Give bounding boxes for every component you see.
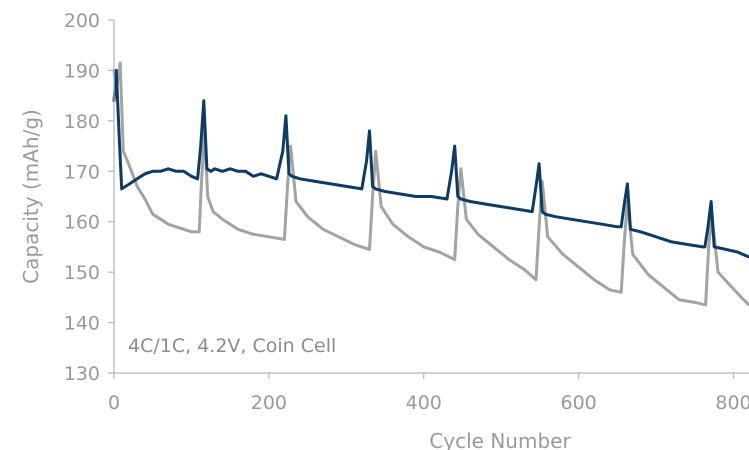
y-axis-title: Capacity (mAh/g) <box>19 109 43 284</box>
x-tick-label: 600 <box>561 392 597 414</box>
series-layer <box>112 61 749 307</box>
y-tick-label: 190 <box>64 60 100 82</box>
x-tick-label: 200 <box>251 392 287 414</box>
y-tick-label: 170 <box>64 161 100 183</box>
y-tick-label: 140 <box>64 313 100 335</box>
x-tick-label: 400 <box>406 392 442 414</box>
y-tick-label: 200 <box>64 10 100 32</box>
series-line-2 <box>112 61 749 307</box>
x-axis-ticks: 0 200 400 600 800 <box>108 373 749 414</box>
x-axis-title: Cycle Number <box>429 429 571 450</box>
chart-annotation: 4C/1C, 4.2V, Coin Cell <box>128 335 336 357</box>
x-tick-label: 0 <box>108 392 120 414</box>
y-axis-ticks: 130 140 150 160 170 180 190 200 <box>64 10 114 385</box>
series-line-1 <box>112 68 749 259</box>
y-tick-label: 150 <box>64 262 100 284</box>
y-tick-label: 160 <box>64 212 100 234</box>
y-tick-label: 180 <box>64 111 100 133</box>
y-tick-label: 130 <box>64 363 100 385</box>
x-tick-label: 800 <box>715 392 749 414</box>
